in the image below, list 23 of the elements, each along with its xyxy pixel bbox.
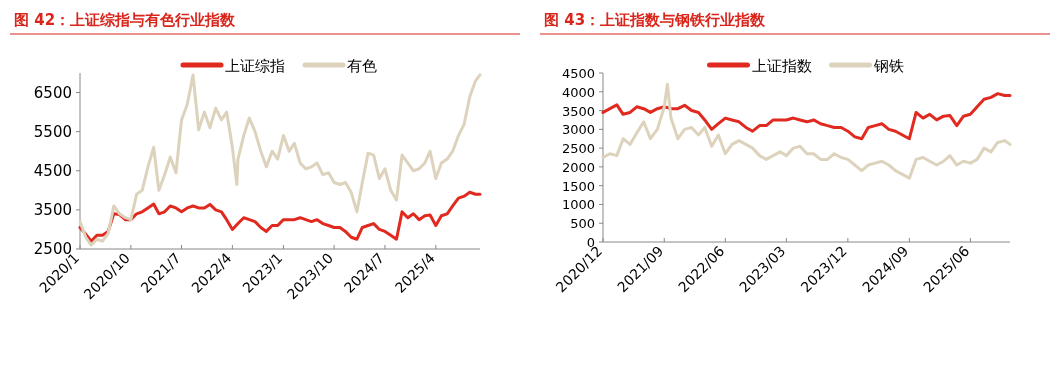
legend-label: 上证指数 — [751, 57, 812, 75]
y-tick-label: 4000 — [561, 84, 595, 100]
line-series — [78, 190, 482, 243]
line-series — [601, 82, 1012, 180]
y-tick-label: 3000 — [561, 122, 595, 138]
y-tick-label: 1500 — [561, 178, 595, 194]
y-tick-label: 500 — [570, 216, 595, 232]
legend-label: 钢铁 — [872, 57, 904, 75]
y-tick-label: 5500 — [33, 122, 72, 141]
line-series — [78, 73, 482, 247]
chart-title: 图 42：上证综指与有色行业指数 — [14, 11, 237, 29]
y-tick-label: 2500 — [561, 141, 595, 157]
chart-title: 图 43：上证指数与钢铁行业指数 — [544, 11, 767, 29]
legend-label: 上证综指 — [225, 57, 285, 75]
y-tick-label: 1000 — [561, 197, 595, 213]
y-tick-label: 3500 — [561, 103, 595, 119]
y-tick-label: 3500 — [33, 200, 72, 219]
line-series — [601, 92, 1012, 141]
y-tick-label: 6500 — [33, 83, 72, 102]
legend-label: 有色 — [347, 57, 377, 75]
y-tick-label: 4500 — [561, 66, 595, 81]
y-tick-label: 2000 — [561, 159, 595, 175]
y-tick-label: 4500 — [33, 161, 72, 180]
